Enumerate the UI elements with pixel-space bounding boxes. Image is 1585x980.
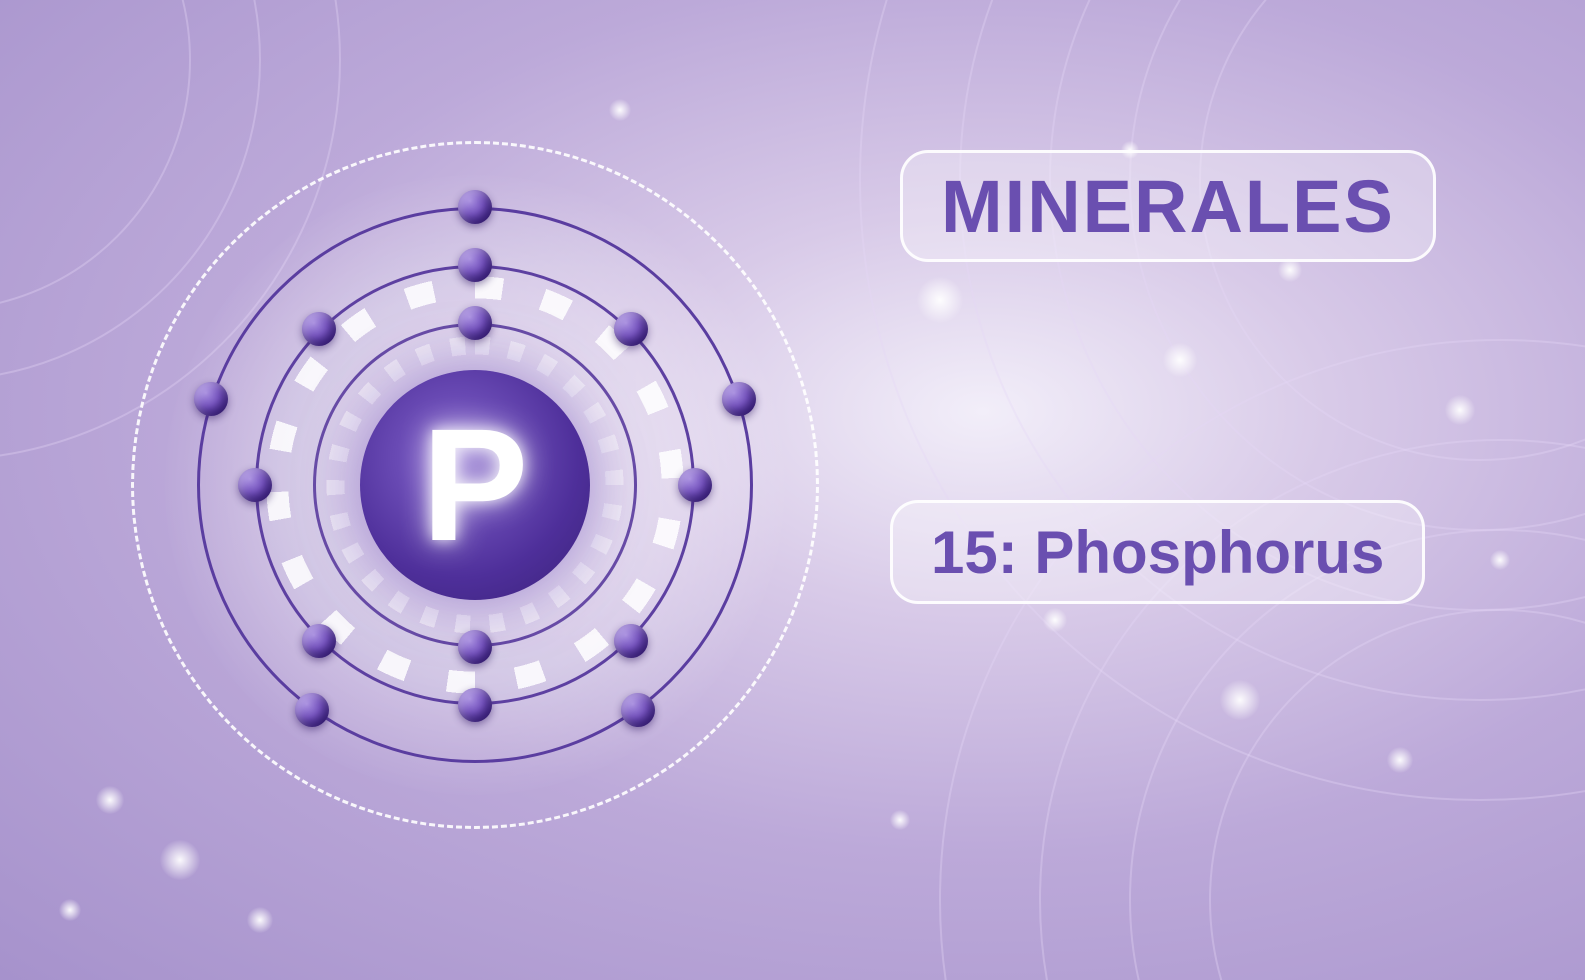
nucleus: P: [360, 370, 590, 600]
sparkle: [1445, 395, 1475, 425]
sparkle: [890, 810, 910, 830]
electron: [295, 693, 329, 727]
sparkle: [917, 277, 963, 323]
element-name-text: 15: Phosphorus: [931, 518, 1384, 587]
electron: [458, 248, 492, 282]
electron: [458, 306, 492, 340]
sparkle: [1490, 550, 1510, 570]
sparkle: [1220, 680, 1260, 720]
sparkle: [59, 899, 81, 921]
sparkle: [247, 907, 273, 933]
electron: [722, 382, 756, 416]
title-text: MINERALES: [941, 164, 1395, 249]
electron: [238, 468, 272, 502]
sparkle: [1163, 343, 1197, 377]
electron: [302, 312, 336, 346]
electron: [614, 312, 648, 346]
electron: [678, 468, 712, 502]
electron: [458, 190, 492, 224]
sparkle: [1387, 747, 1413, 773]
sparkle: [609, 99, 631, 121]
sparkle: [1043, 608, 1067, 632]
element-symbol: P: [422, 405, 529, 565]
title-label: MINERALES: [900, 150, 1436, 262]
electron: [302, 624, 336, 658]
element-name-label: 15: Phosphorus: [890, 500, 1425, 604]
electron: [194, 382, 228, 416]
electron: [614, 624, 648, 658]
electron: [458, 688, 492, 722]
atom-diagram: P: [110, 120, 840, 850]
electron: [621, 693, 655, 727]
electron: [458, 630, 492, 664]
